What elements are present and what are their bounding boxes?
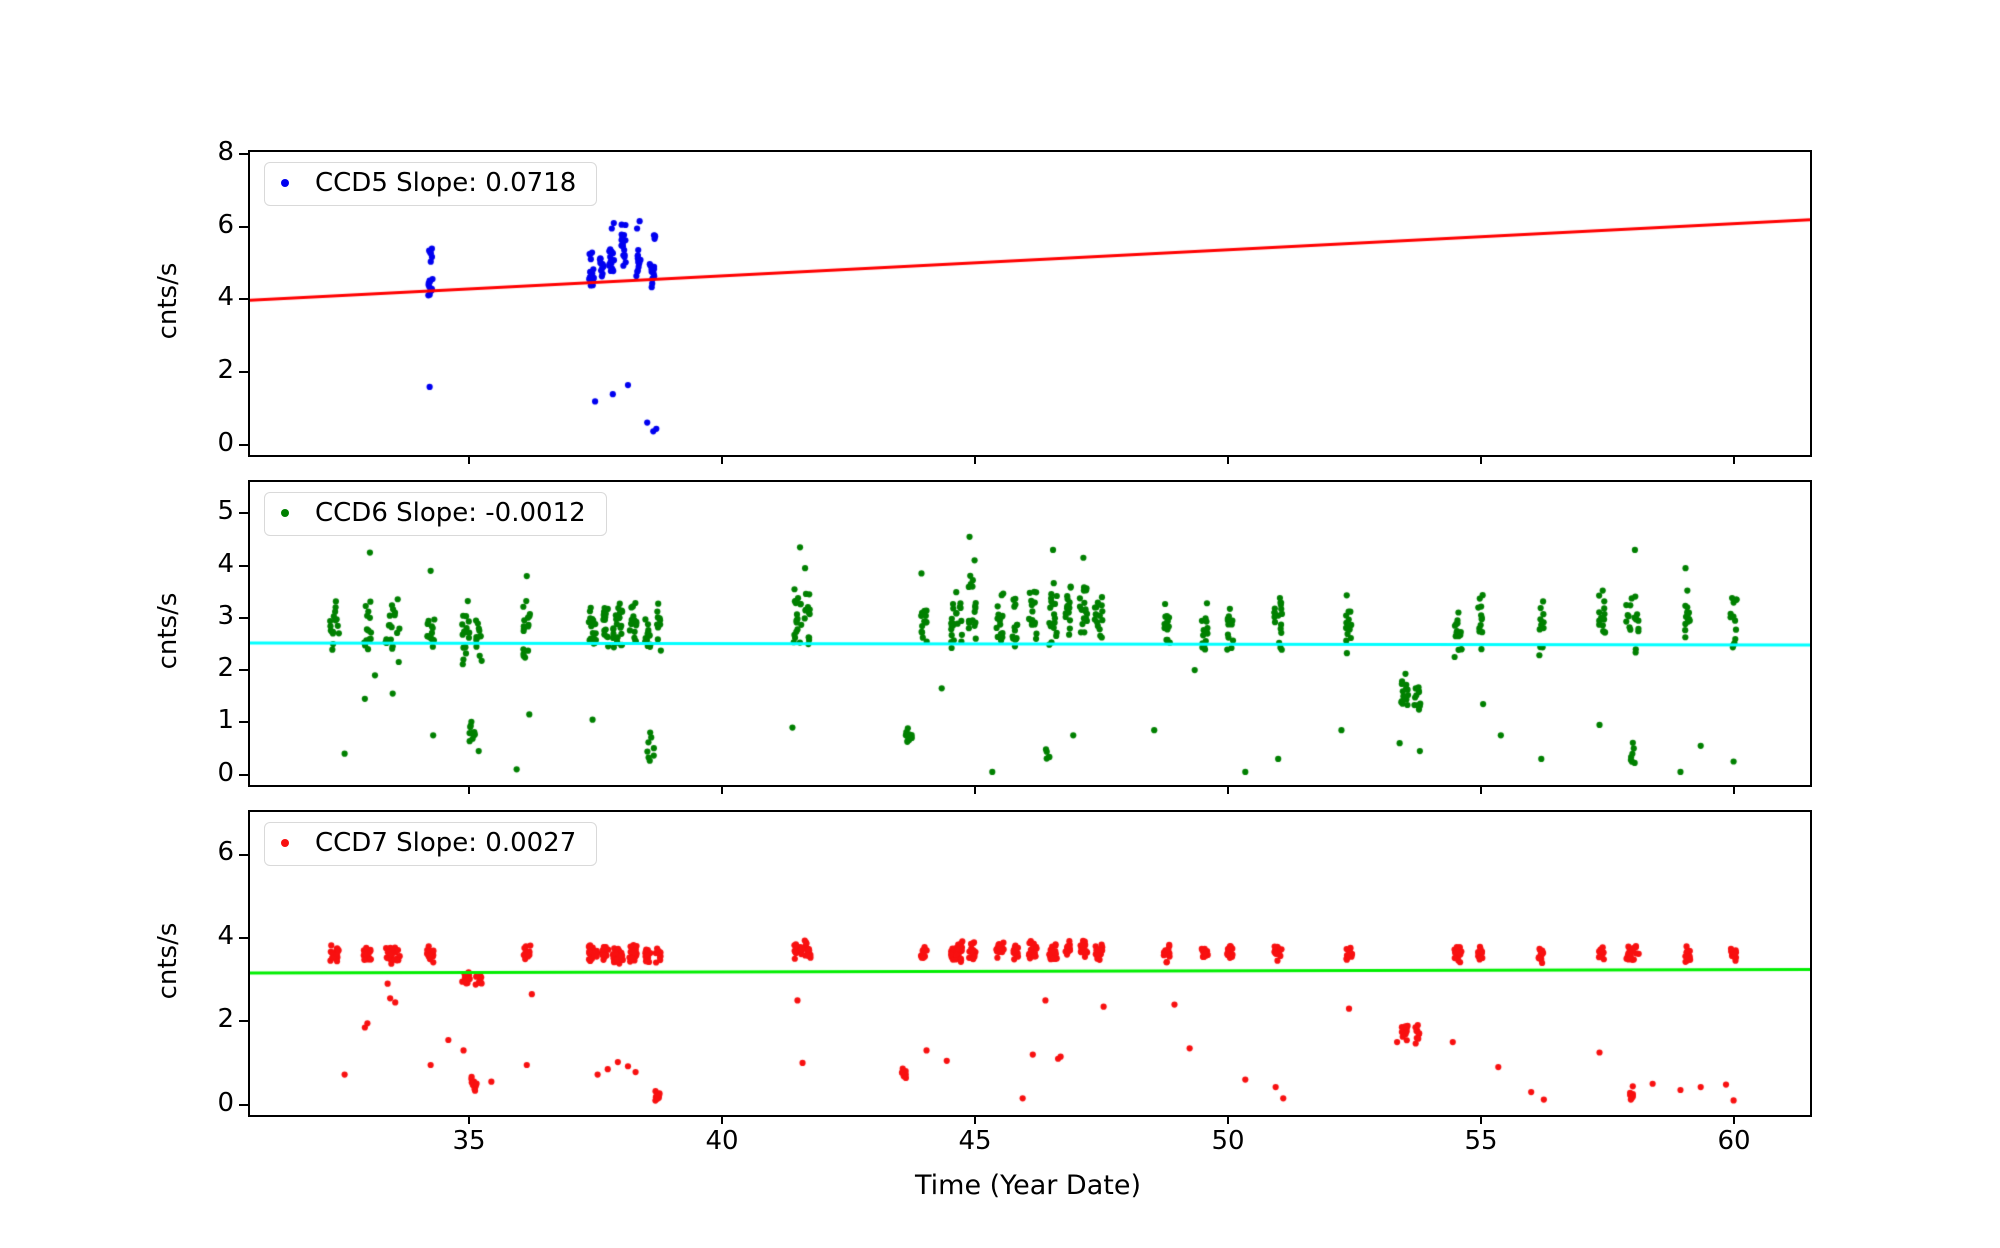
legend-ccd7: CCD7 Slope: 0.0027 bbox=[264, 822, 598, 866]
tick-mark bbox=[239, 616, 248, 619]
legend-ccd5: CCD5 Slope: 0.0718 bbox=[264, 162, 598, 206]
tick-mark bbox=[1733, 455, 1736, 464]
x-tick-55: 55 bbox=[1464, 1126, 1498, 1156]
ccd6-marker-icon bbox=[281, 509, 289, 517]
tick-mark bbox=[239, 669, 248, 672]
tick-mark bbox=[721, 455, 724, 464]
subplot-ccd6 bbox=[248, 480, 1812, 787]
tick-mark bbox=[239, 853, 248, 856]
ccd5-ytick: 4 bbox=[217, 282, 234, 312]
x-axis-label: Time (Year Date) bbox=[914, 1170, 1141, 1201]
legend-ccd5-label: CCD5 Slope: 0.0718 bbox=[315, 168, 577, 198]
tick-mark bbox=[239, 298, 248, 301]
tick-mark bbox=[1227, 455, 1230, 464]
tick-mark bbox=[1227, 1115, 1230, 1124]
tick-mark bbox=[468, 785, 471, 794]
ccd5-ytick: 8 bbox=[217, 137, 234, 167]
tick-mark bbox=[1480, 785, 1483, 794]
ccd6-ytick: 3 bbox=[217, 601, 234, 631]
legend-ccd6-label: CCD6 Slope: -0.0012 bbox=[315, 498, 586, 528]
ccd7-ytick: 4 bbox=[217, 921, 234, 951]
tick-mark bbox=[239, 1020, 248, 1023]
ccd7-ytick: 2 bbox=[217, 1004, 234, 1034]
tick-mark bbox=[1733, 1115, 1736, 1124]
tick-mark bbox=[974, 455, 977, 464]
ccd7-ytick: 0 bbox=[217, 1088, 234, 1118]
ccd5-ytick: 6 bbox=[217, 210, 234, 240]
x-tick-45: 45 bbox=[958, 1126, 992, 1156]
tick-mark bbox=[468, 1115, 471, 1124]
x-tick-50: 50 bbox=[1211, 1126, 1245, 1156]
tick-mark bbox=[239, 721, 248, 724]
x-tick-40: 40 bbox=[705, 1126, 739, 1156]
tick-mark bbox=[239, 444, 248, 447]
tick-mark bbox=[239, 225, 248, 228]
tick-mark bbox=[239, 152, 248, 155]
tick-mark bbox=[1227, 785, 1230, 794]
tick-mark bbox=[974, 1115, 977, 1124]
tick-mark bbox=[239, 512, 248, 515]
ccd6-ytick: 1 bbox=[217, 705, 234, 735]
tick-mark bbox=[1480, 455, 1483, 464]
legend-ccd7-label: CCD7 Slope: 0.0027 bbox=[315, 828, 577, 858]
tick-mark bbox=[1480, 1115, 1483, 1124]
tick-mark bbox=[468, 455, 471, 464]
ccd7-marker-icon bbox=[281, 839, 289, 847]
tick-mark bbox=[239, 564, 248, 567]
ccd5-ytick: 0 bbox=[217, 428, 234, 458]
tick-mark bbox=[721, 785, 724, 794]
tick-mark bbox=[974, 785, 977, 794]
tick-mark bbox=[721, 1115, 724, 1124]
ccd6-ytick: 4 bbox=[217, 549, 234, 579]
tick-mark bbox=[239, 936, 248, 939]
tick-mark bbox=[239, 773, 248, 776]
tick-mark bbox=[239, 1103, 248, 1106]
ccd6-ytick: 0 bbox=[217, 758, 234, 788]
ccd5-marker-icon bbox=[281, 179, 289, 187]
ccd7-ytick: 6 bbox=[217, 837, 234, 867]
tick-mark bbox=[1733, 785, 1736, 794]
ccd5-ytick: 2 bbox=[217, 355, 234, 385]
x-tick-35: 35 bbox=[452, 1126, 486, 1156]
tick-mark bbox=[239, 371, 248, 374]
ccd6-ytick: 2 bbox=[217, 653, 234, 683]
x-tick-60: 60 bbox=[1717, 1126, 1751, 1156]
ccd6-ytick: 5 bbox=[217, 496, 234, 526]
legend-ccd6: CCD6 Slope: -0.0012 bbox=[264, 492, 607, 536]
